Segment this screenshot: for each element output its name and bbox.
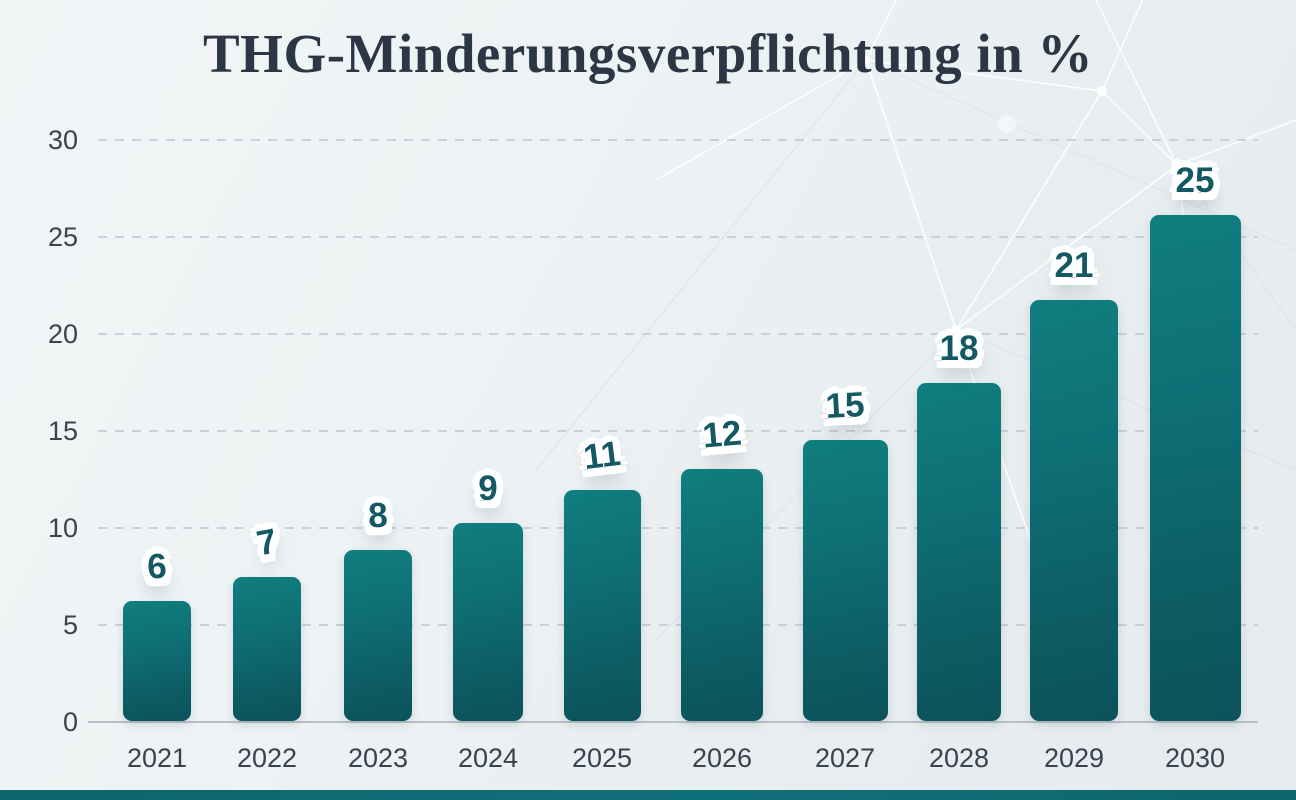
footer-accent-bar (0, 790, 1296, 800)
chart-title: THG-Minderungsverpflichtung in % (203, 23, 1093, 84)
y-axis-tick-label: 30 (47, 125, 78, 155)
bar (802, 439, 888, 721)
bar (563, 490, 641, 721)
y-axis-tick-label: 5 (62, 610, 78, 640)
x-axis-label: 2023 (347, 743, 409, 773)
bar (233, 577, 301, 721)
x-axis-label: 2024 (457, 743, 519, 773)
bar (123, 600, 191, 721)
x-axis-label: 2025 (571, 743, 633, 773)
gridline (98, 624, 1258, 626)
y-axis-tick-label: 20 (47, 319, 78, 349)
y-axis-tick-label: 15 (47, 416, 78, 446)
bar (1149, 214, 1241, 721)
bar-value-label: 18 (939, 329, 979, 369)
x-axis-label: 2021 (126, 743, 188, 773)
y-axis-tick-label: 0 (62, 707, 78, 737)
x-axis-label: 2028 (928, 743, 990, 773)
y-axis-tick-label: 25 (47, 222, 78, 252)
x-axis-label: 2030 (1164, 743, 1226, 773)
bar-value-label: 15 (824, 384, 866, 426)
bar (681, 468, 763, 721)
x-axis-label: 2022 (236, 743, 298, 773)
y-axis-tick-label: 10 (47, 513, 78, 543)
gridline (98, 527, 1258, 529)
x-axis-label: 2026 (691, 743, 753, 773)
x-axis-label: 2029 (1043, 743, 1105, 773)
gridline (98, 430, 1258, 432)
gridline (98, 333, 1258, 335)
bar-value-label: 21 (1054, 246, 1094, 286)
bar-value-label: 25 (1175, 160, 1215, 200)
bar (1030, 300, 1118, 721)
gridline (98, 139, 1258, 141)
bar (453, 523, 523, 721)
x-axis-line (88, 721, 1258, 723)
bar (917, 383, 1001, 721)
bar-value-label: 9 (478, 469, 498, 509)
x-axis-label: 2027 (814, 743, 876, 773)
bar (344, 550, 412, 721)
bar-value-label: 12 (700, 413, 744, 456)
gridline (98, 236, 1258, 238)
